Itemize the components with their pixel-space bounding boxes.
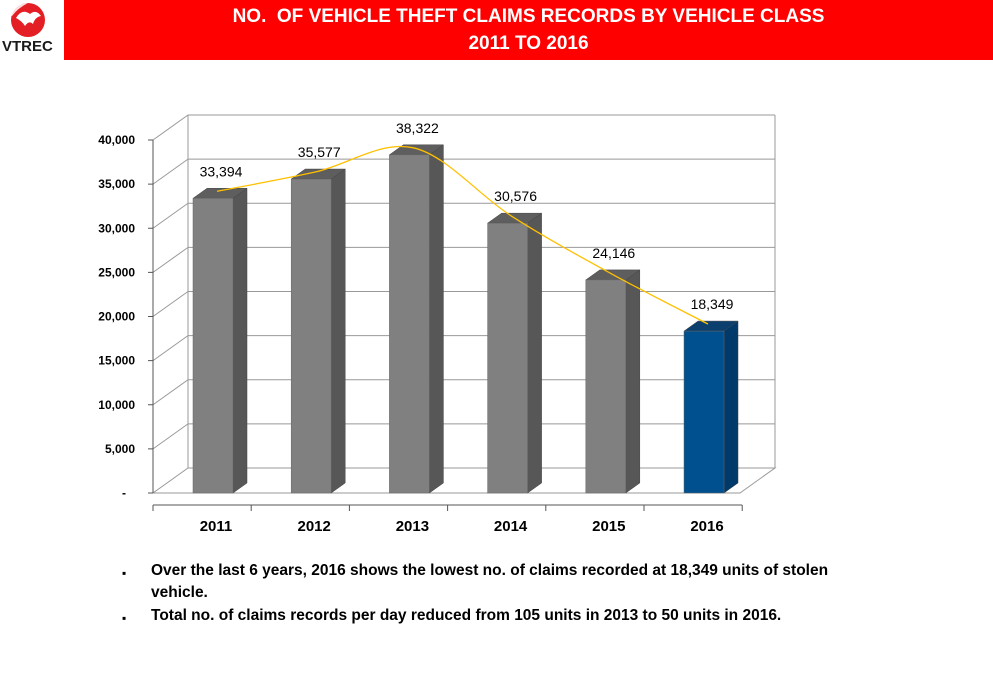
chart-trendline (216, 145, 709, 325)
chart-bars (192, 144, 739, 494)
y-tick-label: 35,000 (98, 177, 135, 191)
x-tick-label: 2015 (592, 518, 625, 535)
bar-side (429, 144, 444, 494)
y-tick-label: 15,000 (98, 354, 135, 368)
title-banner: NO. OF VEHICLE THEFT CLAIMS RECORDS BY V… (64, 0, 993, 60)
data-label: 30,576 (494, 188, 537, 204)
gridline-diagonal (152, 423, 189, 450)
y-tick-label: 20,000 (98, 310, 135, 324)
bar-front (487, 222, 528, 494)
x-tick-label: 2012 (298, 518, 331, 535)
x-tick-label: 2013 (396, 518, 429, 535)
bar-2015 (585, 269, 641, 494)
gridline-diagonal (152, 246, 189, 273)
bar-front (290, 178, 332, 494)
summary-notes: ▪ Over the last 6 years, 2016 shows the … (122, 560, 882, 628)
gridline-diagonal (152, 335, 189, 362)
gridline-diagonal (152, 158, 189, 185)
note-text: Total no. of claims records per day redu… (151, 607, 782, 624)
x-tick-label: 2016 (690, 518, 723, 535)
bar-front (389, 154, 430, 494)
y-tick-label: 40,000 (98, 133, 135, 147)
y-tick-label: 5,000 (105, 442, 135, 456)
gridline-diagonal (152, 202, 189, 229)
bar-2014 (486, 212, 543, 494)
bar-front (192, 198, 234, 494)
note-item: ▪ Total no. of claims records per day re… (122, 605, 882, 627)
bar-2013 (388, 144, 445, 494)
chart-grid (151, 114, 777, 494)
bar-2012 (290, 168, 346, 494)
page-subtitle: 2011 TO 2016 (468, 33, 589, 54)
bar-side (232, 187, 248, 494)
data-label: 24,146 (592, 245, 635, 261)
bar-side (723, 320, 739, 494)
bar-side (330, 168, 346, 494)
chart-floor (151, 467, 777, 494)
bar-2011 (192, 187, 248, 494)
data-label: 33,394 (200, 163, 243, 179)
x-tick-label: 2014 (494, 518, 528, 535)
vtrec-logo: VTREC (0, 0, 62, 62)
y-tick-label: - (122, 486, 126, 500)
gridline-diagonal (152, 114, 189, 141)
bar-front (585, 279, 627, 494)
bullet-square-icon: ▪ (122, 611, 127, 625)
vtrec-emblem-icon (6, 3, 45, 37)
bar-side (625, 269, 641, 494)
bar-chart: - 5,000 10,000 15,000 20,000 25,000 30,000 35,0… (98, 114, 777, 535)
data-label: 35,577 (298, 144, 341, 160)
trend-line (216, 145, 709, 325)
y-tick-label: 25,000 (98, 265, 135, 279)
page-title: NO. OF VEHICLE THEFT CLAIMS RECORDS BY V… (232, 6, 825, 27)
x-tick-label: 2011 (200, 518, 233, 535)
logo-text: VTREC (2, 38, 53, 55)
chart-axes: - 5,000 10,000 15,000 20,000 25,000 30,000 35,0… (98, 133, 743, 511)
y-tick-label: 10,000 (98, 398, 135, 412)
note-item: ▪ Over the last 6 years, 2016 shows the … (122, 560, 882, 604)
note-text: Over the last 6 years, 2016 shows the lo… (151, 562, 829, 601)
bullet-square-icon: ▪ (122, 566, 127, 580)
bar-side (527, 212, 542, 494)
y-tick-label: 30,000 (98, 221, 135, 235)
gridline-diagonal (152, 379, 189, 406)
chart-labels: 2011 2012 2013 2014 2015 2016 33,394 35,577 38,3… (200, 120, 734, 535)
gridline-diagonal (152, 291, 189, 317)
bar-2016 (683, 320, 739, 494)
data-label: 18,349 (691, 296, 734, 312)
bar-front (683, 330, 725, 494)
data-label: 38,322 (396, 120, 439, 136)
